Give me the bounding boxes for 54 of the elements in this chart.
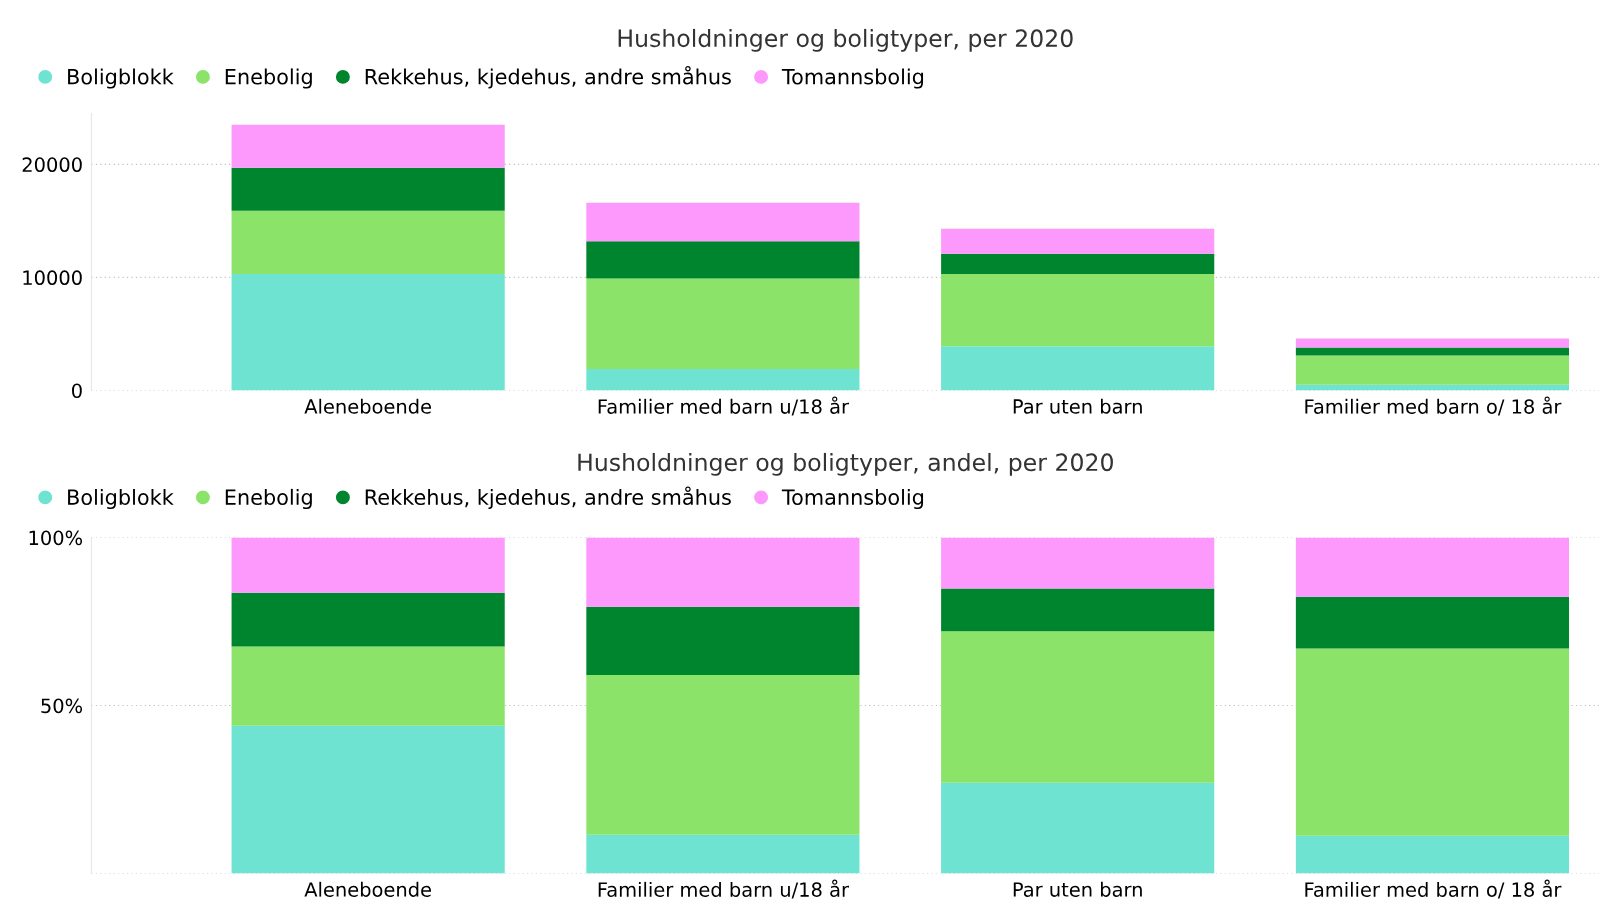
bar [231,725,505,874]
x-tick-label: Par uten barn [1013,881,1142,897]
bar [1295,355,1570,385]
bar [231,537,505,593]
legend-label: Enebolig [225,68,312,89]
bar [586,674,860,835]
x-tick-label: Familier med barn u/18 år [598,396,849,416]
bar [586,537,860,607]
x-tick-label: Familier med barn u/18 år [598,879,849,899]
bar [1295,835,1570,874]
bar [586,202,860,242]
bar [941,253,1215,275]
bar [586,278,860,369]
bar [231,592,505,647]
bar [941,782,1215,874]
legend-label: Tomannsbolig [781,68,924,89]
bar [231,167,505,211]
bar [941,228,1215,254]
bar [941,631,1215,783]
legend-label: Rekkehus, kjedehus, andre småhus [365,65,731,89]
y-tick-label: 50% [41,698,83,714]
x-tick-label: Aleneboende [304,398,431,414]
bar [1295,338,1570,348]
bar [586,834,860,874]
y-tick-label: 100% [29,530,83,546]
bar [586,241,860,279]
x-tick-label: Familier med barn o/ 18 år [1305,396,1562,416]
legend-label: Enebolig [225,488,312,510]
legend-label: Boligblokk [68,488,174,510]
x-tick-label: Familier med barn o/ 18 år [1305,879,1562,899]
legend-label: Tomannsbolig [781,488,924,510]
chart-title: Husholdninger og boligtyper, andel, per 2020 [578,452,1113,476]
legend-label: Rekkehus, kjedehus, andre småhus [365,486,731,510]
bar [1295,537,1570,597]
y-tick-label: 0 [72,383,82,399]
bar [586,368,860,391]
bar [231,274,505,391]
bar [941,588,1215,632]
bar [231,210,505,275]
bar [586,606,860,675]
y-tick-label: 10000 [23,270,82,286]
x-tick-label: Aleneboende [304,881,431,897]
bar [1295,347,1570,356]
y-tick-label: 20000 [22,157,82,173]
bar [941,537,1215,589]
chart-title: Husholdninger og boligtyper, per 2020 [618,28,1073,52]
bar [1295,648,1570,836]
bar [231,646,505,726]
bar [1295,596,1570,649]
bar [231,124,505,168]
x-tick-label: Par uten barn [1013,398,1142,414]
legend-label: Boligblokk [68,68,174,89]
bar [941,274,1215,347]
bar [941,346,1215,391]
